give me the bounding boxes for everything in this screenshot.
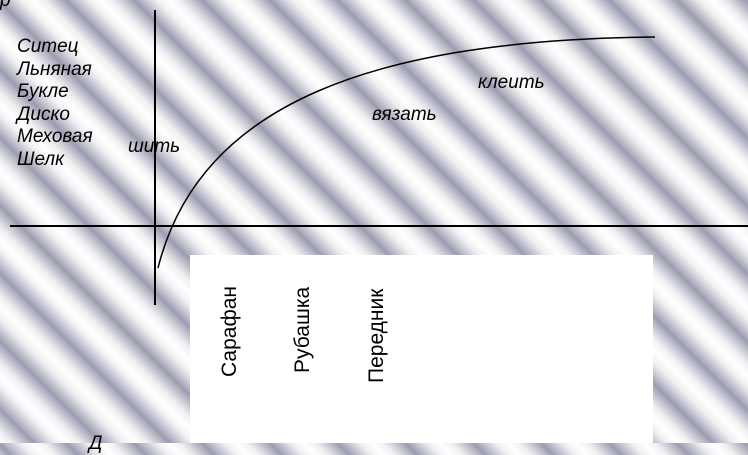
cropped-top-text: р xyxy=(0,0,11,11)
fabric-item: Диско xyxy=(17,103,70,125)
cropped-bottom-text: Д xyxy=(89,433,103,454)
fabric-item: Букле xyxy=(17,81,69,103)
garment-sarafan: Сарафан xyxy=(218,286,241,377)
garment-apron: Передник xyxy=(365,288,388,383)
fabric-item: Ситец xyxy=(17,36,79,57)
diagram-canvas xyxy=(10,10,748,305)
fabric-item: Льняная xyxy=(17,58,92,80)
garment-shirt: Рубашка xyxy=(291,286,314,373)
action-knit: вязать xyxy=(372,104,437,125)
growth-curve xyxy=(157,36,656,269)
fabric-item: Меховая xyxy=(17,126,93,148)
garment-panel xyxy=(190,255,653,443)
fabric-item: Шелк xyxy=(17,148,65,170)
fabric-list: Ситец Льняная Букле Диско Меховая Шелк xyxy=(17,36,93,172)
action-sew: шить xyxy=(128,136,181,157)
action-glue: клеить xyxy=(478,72,545,93)
